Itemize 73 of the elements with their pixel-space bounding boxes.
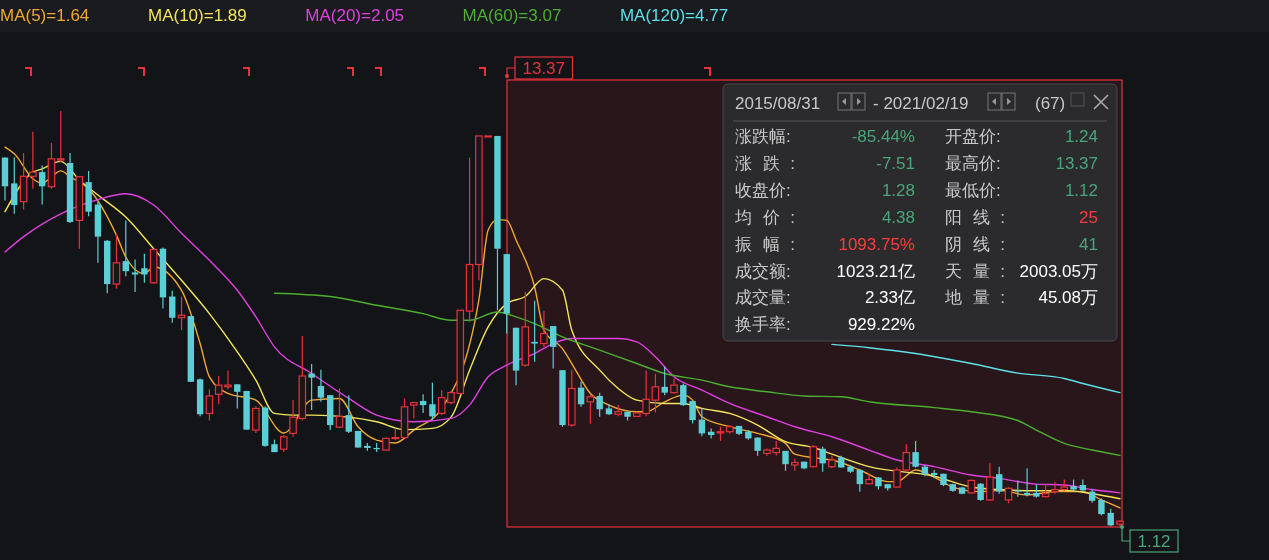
candlestick <box>429 382 436 421</box>
text: MA(20)=2.05 <box>305 6 405 25</box>
candlestick <box>345 394 352 434</box>
annotation: 振幅: <box>735 235 795 254</box>
candlestick <box>586 394 595 425</box>
candlestick <box>308 363 315 411</box>
annotation: 涨跌幅: <box>735 127 791 146</box>
annotation: 41 <box>1079 235 1098 254</box>
candlestick <box>986 462 994 502</box>
annotation: 天量: <box>945 262 1005 281</box>
candlestick <box>56 110 65 163</box>
text: MA(10)=1.89 <box>148 6 247 25</box>
text: MA(120)=4.77 <box>619 6 729 25</box>
annotation: 25 <box>1079 208 1098 227</box>
annotation: 成交额: <box>735 262 791 281</box>
annotation: 4.38 <box>881 208 915 227</box>
annotation: 阳线: <box>945 208 1005 227</box>
candlestick <box>550 325 557 370</box>
text: 1.12 <box>1137 532 1171 551</box>
candlestick <box>1023 467 1031 497</box>
annotation: 涨跌: <box>735 154 795 173</box>
annotation: -85.44% <box>851 127 915 146</box>
candlestick <box>809 444 818 469</box>
candlestick <box>38 164 46 206</box>
candlestick <box>11 156 18 215</box>
candlestick <box>531 300 538 363</box>
annotation: 45.08万 <box>1038 288 1098 307</box>
candlestick <box>169 290 176 324</box>
annotation: 929.22% <box>847 315 915 334</box>
annotation: 2015/08/31 <box>735 94 821 113</box>
annotation: 换手率: <box>735 315 791 334</box>
annotation: 地量: <box>944 288 1005 307</box>
candlestick <box>596 392 603 418</box>
annotation: 2003.05万 <box>1019 262 1098 281</box>
candlestick <box>122 219 129 277</box>
candlestick <box>651 373 660 414</box>
annotation: - 2021/02/19 <box>873 94 969 113</box>
candlestick <box>577 381 585 408</box>
annotation: 1.24 <box>1064 127 1098 146</box>
annotation: 最低价: <box>945 181 1001 200</box>
candlestick <box>680 382 687 407</box>
annotation: 收盘价: <box>735 181 791 200</box>
candlestick <box>335 387 344 430</box>
annotation: 1093.75% <box>838 235 915 254</box>
annotation: 均价: <box>734 208 795 227</box>
annotation: (67) <box>1035 94 1066 113</box>
annotation: 1023.21亿 <box>836 262 915 281</box>
candlestick <box>112 232 121 290</box>
annotation: 开盘价: <box>945 127 1001 146</box>
annotation: 1.28 <box>881 181 915 200</box>
text: MA(60)=3.07 <box>462 6 562 25</box>
candlestick <box>819 446 826 473</box>
annotation: 2.33亿 <box>864 288 915 307</box>
candlestick <box>131 258 139 293</box>
annotation: 1.12 <box>1064 181 1098 200</box>
candlestick <box>29 131 37 190</box>
candlestick <box>661 365 668 396</box>
candlestick <box>205 388 214 422</box>
text: MA(5)=1.64 <box>0 6 90 25</box>
text: 13.37 <box>522 59 566 78</box>
candlestick <box>252 405 260 434</box>
candlestick <box>317 369 325 403</box>
candlestick <box>141 253 148 284</box>
annotation: 13.37 <box>1055 154 1098 173</box>
candlestick <box>912 440 919 469</box>
candlestick <box>234 383 241 410</box>
candlestick <box>865 472 873 485</box>
candlestick <box>540 310 548 348</box>
candlestick <box>996 466 1003 495</box>
annotation: 成交量: <box>735 288 791 307</box>
annotation: 最高价: <box>945 154 1001 173</box>
annotation: -7.51 <box>876 154 915 173</box>
annotation: 阴线: <box>945 235 1005 254</box>
